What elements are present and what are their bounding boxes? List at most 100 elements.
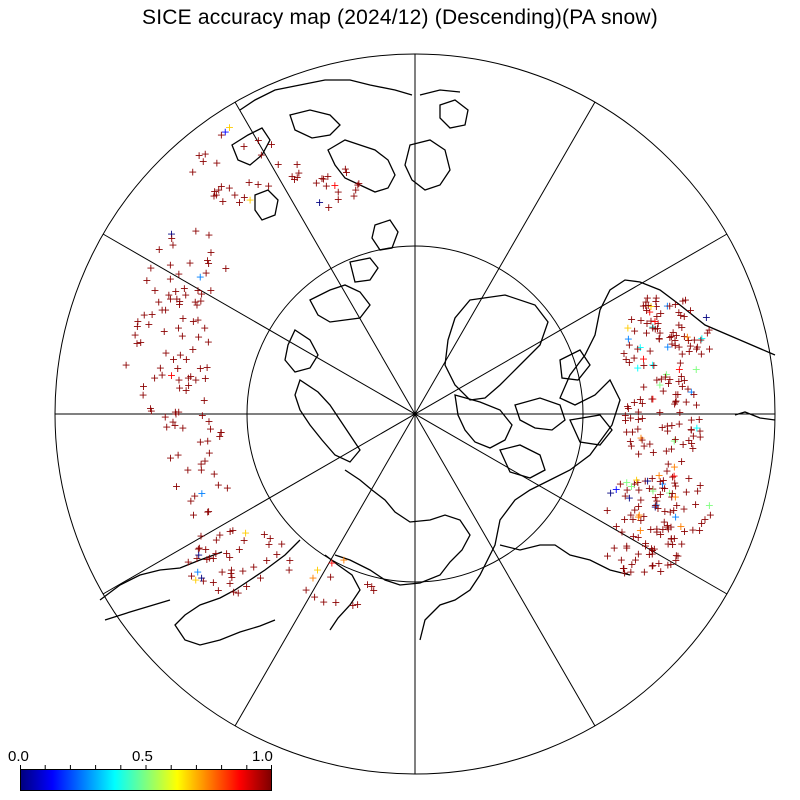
accuracy-marker: + bbox=[634, 413, 643, 426]
accuracy-marker: + bbox=[666, 521, 675, 534]
accuracy-marker: + bbox=[640, 565, 649, 578]
accuracy-marker: + bbox=[658, 523, 667, 536]
accuracy-marker: + bbox=[664, 377, 673, 390]
accuracy-marker: + bbox=[274, 158, 283, 171]
accuracy-marker: + bbox=[670, 398, 679, 411]
accuracy-marker: + bbox=[671, 433, 680, 446]
accuracy-marker: + bbox=[672, 499, 681, 512]
accuracy-marker: + bbox=[184, 379, 193, 392]
accuracy-marker: + bbox=[697, 517, 706, 530]
accuracy-marker: + bbox=[209, 190, 218, 203]
accuracy-marker: + bbox=[677, 321, 686, 334]
accuracy-marker: + bbox=[651, 499, 660, 512]
accuracy-marker: + bbox=[706, 509, 715, 522]
accuracy-marker: + bbox=[200, 455, 209, 468]
accuracy-marker: + bbox=[174, 374, 183, 387]
accuracy-marker: + bbox=[624, 402, 633, 415]
accuracy-marker: + bbox=[671, 511, 680, 524]
accuracy-marker: + bbox=[679, 502, 688, 515]
accuracy-marker: + bbox=[201, 543, 210, 556]
accuracy-marker: + bbox=[201, 147, 210, 160]
accuracy-marker: + bbox=[677, 370, 686, 383]
accuracy-marker: + bbox=[662, 464, 671, 477]
accuracy-marker: + bbox=[700, 513, 709, 526]
accuracy-marker: + bbox=[200, 321, 209, 334]
accuracy-marker: + bbox=[217, 180, 226, 193]
accuracy-marker: + bbox=[675, 417, 684, 430]
accuracy-marker: + bbox=[678, 295, 687, 308]
accuracy-marker: + bbox=[668, 487, 677, 500]
accuracy-marker: + bbox=[655, 406, 664, 419]
accuracy-marker: + bbox=[324, 201, 333, 214]
accuracy-marker: + bbox=[144, 318, 153, 331]
accuracy-marker: + bbox=[235, 543, 244, 556]
accuracy-marker: + bbox=[649, 359, 658, 372]
accuracy-marker: + bbox=[227, 564, 236, 577]
accuracy-marker: + bbox=[671, 554, 680, 567]
accuracy-marker: + bbox=[621, 409, 630, 422]
accuracy-marker: + bbox=[648, 359, 657, 372]
accuracy-marker: + bbox=[636, 341, 645, 354]
accuracy-marker: + bbox=[680, 525, 689, 538]
accuracy-marker: + bbox=[157, 368, 166, 381]
accuracy-marker: + bbox=[680, 374, 689, 387]
accuracy-marker: + bbox=[171, 406, 180, 419]
accuracy-marker: + bbox=[646, 315, 655, 328]
accuracy-marker: + bbox=[663, 341, 672, 354]
colorbar-max-label: 1.0 bbox=[252, 748, 273, 765]
accuracy-marker: + bbox=[171, 285, 180, 298]
accuracy-marker: + bbox=[205, 446, 214, 459]
accuracy-marker: + bbox=[167, 369, 176, 382]
accuracy-marker: + bbox=[662, 368, 671, 381]
accuracy-marker: + bbox=[641, 295, 650, 308]
accuracy-marker: + bbox=[633, 342, 642, 355]
accuracy-marker: + bbox=[653, 502, 662, 515]
accuracy-marker: + bbox=[201, 266, 210, 279]
accuracy-marker: + bbox=[206, 284, 215, 297]
accuracy-marker: + bbox=[195, 541, 204, 554]
accuracy-marker: + bbox=[686, 340, 695, 353]
accuracy-marker: + bbox=[228, 524, 237, 537]
accuracy-marker: + bbox=[319, 595, 328, 608]
accuracy-marker: + bbox=[653, 317, 662, 330]
accuracy-marker: + bbox=[660, 516, 669, 529]
accuracy-marker: + bbox=[671, 394, 680, 407]
accuracy-marker: + bbox=[173, 449, 182, 462]
accuracy-marker: + bbox=[650, 542, 659, 555]
accuracy-marker: + bbox=[687, 414, 696, 427]
accuracy-marker: + bbox=[659, 474, 668, 487]
accuracy-marker: + bbox=[639, 439, 648, 452]
accuracy-marker: + bbox=[218, 195, 227, 208]
accuracy-marker: + bbox=[284, 564, 293, 577]
accuracy-marker: + bbox=[629, 530, 638, 543]
accuracy-marker: + bbox=[665, 331, 674, 344]
accuracy-marker: + bbox=[617, 554, 626, 567]
accuracy-marker: + bbox=[312, 176, 321, 189]
accuracy-marker: + bbox=[319, 173, 328, 186]
accuracy-marker: + bbox=[241, 527, 250, 540]
accuracy-marker: + bbox=[180, 282, 189, 295]
accuracy-marker: + bbox=[667, 533, 676, 546]
accuracy-marker: + bbox=[262, 554, 271, 567]
accuracy-marker: + bbox=[695, 413, 704, 426]
accuracy-marker: + bbox=[674, 319, 683, 332]
accuracy-marker: + bbox=[667, 490, 676, 503]
accuracy-marker: + bbox=[645, 345, 654, 358]
accuracy-marker: + bbox=[636, 431, 645, 444]
accuracy-marker: + bbox=[619, 562, 628, 575]
accuracy-marker: + bbox=[692, 343, 701, 356]
accuracy-marker: + bbox=[663, 424, 672, 437]
accuracy-marker: + bbox=[659, 384, 668, 397]
accuracy-marker: + bbox=[667, 338, 676, 351]
accuracy-marker: + bbox=[308, 572, 317, 585]
accuracy-marker: + bbox=[624, 332, 633, 345]
accuracy-marker: + bbox=[214, 479, 223, 492]
accuracy-marker: + bbox=[603, 504, 612, 517]
accuracy-marker: + bbox=[225, 182, 234, 195]
accuracy-marker: + bbox=[132, 337, 141, 350]
accuracy-marker: + bbox=[174, 406, 183, 419]
accuracy-marker: + bbox=[197, 464, 206, 477]
accuracy-marker: + bbox=[654, 557, 663, 570]
accuracy-marker: + bbox=[634, 548, 643, 561]
meridian-line bbox=[234, 101, 596, 727]
